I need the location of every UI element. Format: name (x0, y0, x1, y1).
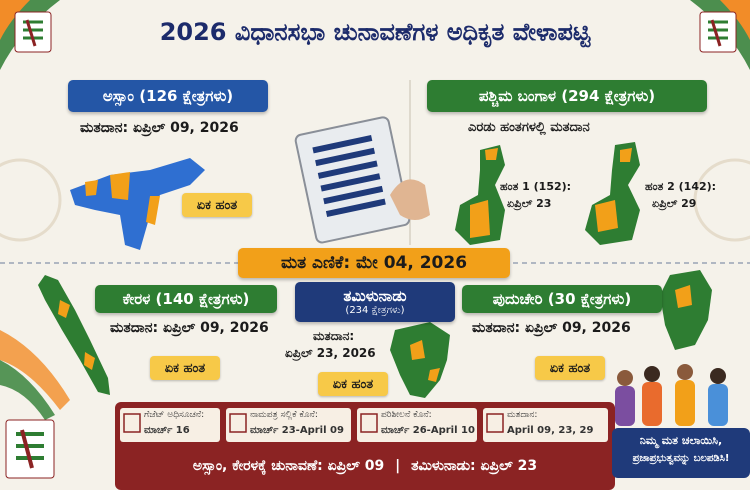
polling-date: ಮತದಾನ: ಏಪ್ರಿಲ್ 09, 2026 (110, 320, 269, 336)
title: 2026 ವಿಧಾನಸಭಾ ಚುನಾವಣೆಗಳ ಅಧಿಕೃತ ವೇಳಾಪಟ್ಟಿ (159, 18, 591, 46)
phase-badge: ಏಕ ಹಂತ (150, 356, 220, 380)
phase-badge: ಏಕ ಹಂತ (182, 193, 252, 217)
state-header: ಪುದುಚೇರಿ (30 ಕ್ಷೇತ್ರಗಳು) (462, 285, 662, 313)
slogan-line: ಪ್ರಜಾಪ್ರಭುತ್ವವನ್ನು ಬಲಪಡಿಸಿ! (632, 453, 730, 464)
timeline-item: ಮತದಾನ: April 09, 23, 29 (483, 408, 608, 442)
phase-date: ಏಪ್ರಿಲ್ 23 (507, 197, 552, 210)
timeline-label: ನಾಮಪತ್ರ ಸಲ್ಲಿಕೆ ಕೊನೆ: (250, 410, 318, 420)
timeline-item: ಗೆಜೆಟ್ ಅಧಿಸೂಚನೆ: ಮಾರ್ಚ್ 16 (120, 408, 220, 442)
polling-note: ಎರಡು ಹಂತಗಳಲ್ಲಿ ಮತದಾನ (468, 120, 590, 135)
polling-date: ಮತದಾನ: ಏಪ್ರಿಲ್ 09, 2026 (472, 320, 631, 336)
timeline-date: ಮಾರ್ಚ್ 23-April 09 (250, 425, 344, 436)
summary: ಅಸ್ಸಾಂ, ಕೇರಳಕ್ಕೆ ಚುನಾವಣೆ: ಏಪ್ರಿಲ್ 09 | ತ… (115, 458, 615, 474)
state-header: ತಮಿಳುನಾಡು (234 ಕ್ಷೇತ್ರಗಳು) (295, 282, 455, 322)
separator: | (395, 458, 401, 474)
polling-label: ಮತದಾನ: (313, 329, 355, 343)
timeline-label: ಪರಿಶೀಲನೆ ಕೊನೆ: (381, 410, 432, 420)
state-header: ಪಶ್ಚಿಮ ಬಂಗಾಳ (294 ಕ್ಷೇತ್ರಗಳು) (427, 80, 707, 112)
summary-part: ತಮಿಳುನಾಡು: ಏಪ್ರಿಲ್ 23 (411, 458, 538, 474)
timeline-date: April 09, 23, 29 (507, 425, 594, 436)
polling-date: ಏಪ್ರಿಲ್ 23, 2026 (285, 346, 376, 360)
polling-date: ಮತದಾನ: ಏಪ್ರಿಲ್ 09, 2026 (80, 120, 239, 136)
timeline-date: ಮಾರ್ಚ್ 26-April 10 (381, 425, 475, 436)
phase-date: ಏಪ್ರಿಲ್ 29 (652, 197, 697, 210)
timeline-label: ಗೆಜೆಟ್ ಅಧಿಸೂಚನೆ: (144, 410, 205, 420)
summary-part: ಅಸ್ಸಾಂ, ಕೇರಳಕ್ಕೆ ಚುನಾವಣೆ: ಏಪ್ರಿಲ್ 09 (192, 458, 385, 474)
phase-label: ಹಂತ 2 (142): (645, 180, 717, 193)
state-header: ಕೇರಳ (140 ಕ್ಷೇತ್ರಗಳು) (95, 285, 277, 313)
seat-count: (234 ಕ್ಷೇತ್ರಗಳು) (345, 305, 405, 316)
phase-label: ಹಂತ 1 (152): (500, 180, 572, 193)
timeline-item: ಪರಿಶೀಲನೆ ಕೊನೆ: ಮಾರ್ಚ್ 26-April 10 (357, 408, 477, 442)
state-header: ಅಸ್ಸಾಂ (126 ಕ್ಷೇತ್ರಗಳು) (68, 80, 268, 112)
phase-badge: ಏಕ ಹಂತ (535, 356, 605, 380)
slogan-line: ನಿಮ್ಮ ಮತ ಚಲಾಯಿಸಿ, (639, 434, 723, 447)
timeline-label: ಮತದಾನ: (507, 410, 538, 420)
counting-banner: ಮತ ಎಣಿಕೆ: ಮೇ 04, 2026 (238, 248, 510, 278)
timeline-date: ಮಾರ್ಚ್ 16 (144, 425, 190, 436)
state-name: ತಮಿಳುನಾಡು (343, 287, 407, 305)
timeline-item: ನಾಮಪತ್ರ ಸಲ್ಲಿಕೆ ಕೊನೆ: ಮಾರ್ಚ್ 23-April 09 (226, 408, 351, 442)
phase-badge: ಏಕ ಹಂತ (318, 372, 388, 396)
